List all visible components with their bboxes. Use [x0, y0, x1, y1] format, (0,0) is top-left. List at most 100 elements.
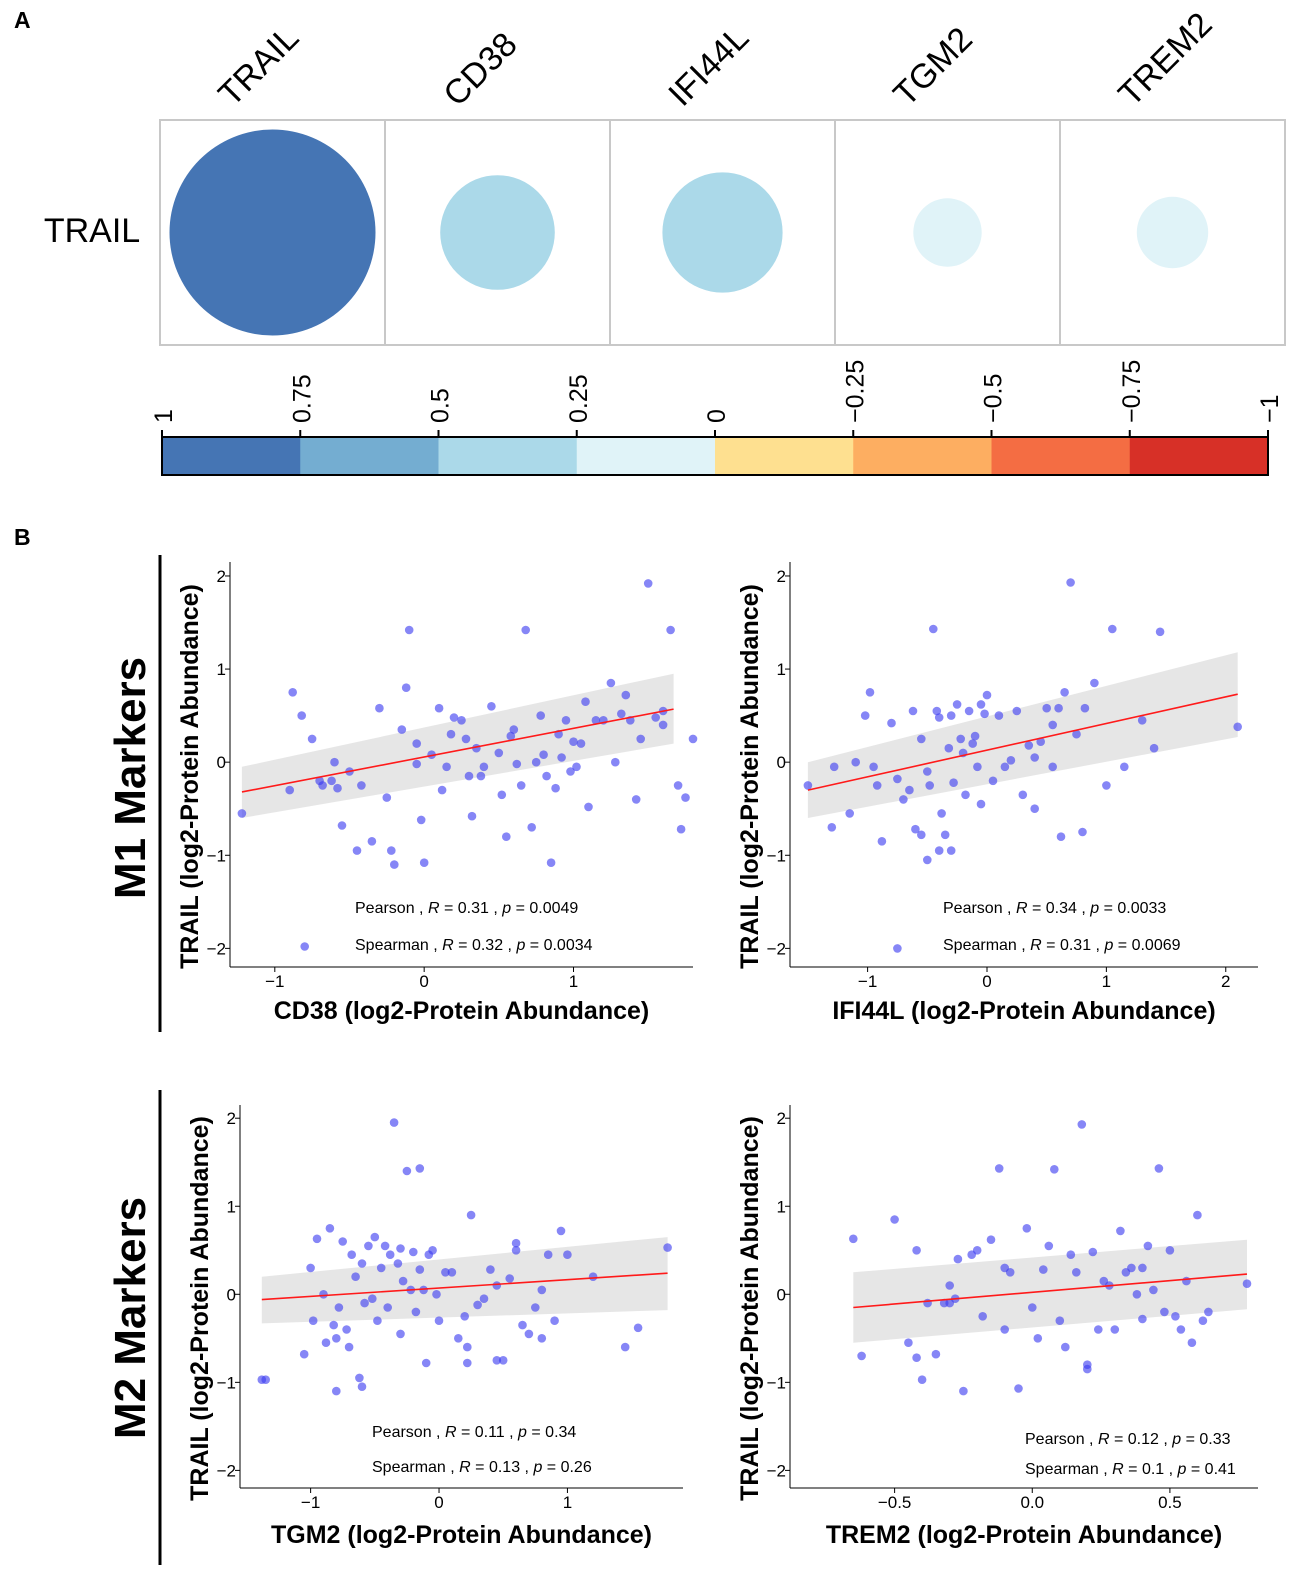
data-point	[1138, 1314, 1147, 1324]
color-legend: 1 0.75 0.5 0.25 0 −0.25 −0.5 −0.75 −1	[150, 360, 1284, 476]
data-point	[877, 837, 887, 846]
colorbar-segment	[991, 437, 1131, 475]
data-point	[315, 776, 324, 786]
x-tick-label: 1	[569, 972, 578, 991]
data-point	[498, 1356, 508, 1365]
data-point	[546, 858, 556, 867]
data-point	[1056, 832, 1066, 841]
data-point	[1060, 688, 1069, 697]
data-point	[1036, 737, 1045, 746]
data-point	[461, 734, 471, 744]
y-tick-label: 0	[777, 753, 786, 772]
data-point	[890, 1215, 899, 1224]
data-point	[1039, 1265, 1048, 1274]
data-point	[1000, 762, 1010, 772]
pearson-stats: Pearson , R = 0.11 , p = 0.34	[372, 1424, 576, 1441]
data-point	[486, 1265, 495, 1274]
data-point	[383, 1303, 393, 1312]
data-point	[332, 1386, 341, 1396]
correlation-dots	[169, 129, 1209, 336]
confidence-band	[261, 1237, 668, 1324]
correlation-row-label: TRAIL	[44, 212, 140, 250]
x-tick-label: 0	[434, 1493, 443, 1512]
data-point	[441, 1268, 450, 1277]
scatter-ifi44l: −2 −1 0 1 2 −1 0 1 2 Pearson , R = 0.34 , p = 0.0…	[736, 562, 1258, 1025]
data-point	[1116, 1226, 1125, 1236]
data-point	[467, 811, 477, 821]
data-point	[849, 1234, 858, 1244]
data-point	[360, 1298, 369, 1308]
data-point	[925, 781, 934, 790]
data-point	[869, 762, 878, 772]
data-point	[934, 846, 944, 855]
data-point	[606, 678, 616, 688]
colorbar-tick-label: 0.5	[427, 388, 455, 423]
data-point	[308, 1316, 318, 1325]
data-point	[1154, 1164, 1164, 1173]
data-point	[463, 1358, 472, 1368]
data-point	[409, 1247, 418, 1257]
scatter-trem2: −2 −1 0 1 2 −0.5 0.0 0.5 Pearson , R = 0.12 , p …	[736, 1105, 1258, 1549]
data-point	[621, 690, 631, 700]
data-point	[1193, 1210, 1202, 1220]
y-tick-label: 2	[227, 1109, 236, 1128]
spearman-stats: Spearman , R = 0.1 , p = 0.41	[1025, 1461, 1236, 1478]
data-point	[432, 1290, 441, 1299]
data-point	[1072, 729, 1081, 739]
data-point	[334, 1303, 344, 1312]
data-point	[307, 734, 317, 744]
data-point	[557, 753, 566, 762]
colorbar-segment	[1129, 437, 1269, 475]
data-point	[566, 767, 575, 776]
x-tick-label: 0.0	[1020, 1493, 1044, 1512]
pearson-stats: Pearson , R = 0.12 , p = 0.33	[1025, 1431, 1231, 1448]
data-point	[415, 1265, 425, 1274]
data-point	[1050, 1165, 1059, 1174]
data-point	[945, 1298, 954, 1308]
regression-line	[807, 693, 1238, 791]
y-tick-label: −2	[767, 939, 786, 958]
data-point	[357, 1259, 367, 1268]
x-axis-title: TREM2 (log2-Protein Abundance)	[826, 1521, 1222, 1549]
data-point	[531, 1303, 540, 1312]
data-point	[1018, 790, 1028, 800]
data-point	[261, 1375, 271, 1384]
data-point	[325, 1224, 335, 1233]
data-point	[338, 1237, 348, 1246]
data-point	[1061, 1342, 1070, 1352]
data-point	[333, 783, 342, 793]
data-point	[357, 1382, 367, 1391]
data-point	[803, 781, 813, 790]
y-axis-title: TRAIL (log2-Protein Abundance)	[736, 1116, 764, 1501]
data-point	[980, 709, 989, 719]
data-point	[899, 795, 908, 804]
data-point	[466, 1210, 476, 1220]
data-point	[633, 1323, 643, 1333]
data-point	[923, 855, 932, 865]
data-point	[1022, 1224, 1032, 1233]
data-point	[1083, 1360, 1092, 1369]
spearman-stats: Spearman , R = 0.32 , p = 0.0034	[355, 937, 593, 954]
panel-b-label: B	[14, 524, 31, 550]
data-point	[375, 703, 384, 713]
data-point	[912, 1353, 921, 1362]
data-point	[1072, 1268, 1081, 1277]
data-point	[411, 1307, 421, 1317]
x-tick-label: −0.5	[878, 1493, 912, 1512]
data-point	[982, 690, 992, 700]
data-point	[904, 1338, 913, 1347]
data-point	[576, 739, 586, 748]
data-point	[1066, 1250, 1076, 1259]
data-point	[651, 713, 660, 722]
correlation-column-labels: TRAIL CD38 IFI44L TGM2 TREM2	[211, 5, 1219, 113]
data-point	[986, 1235, 996, 1244]
data-point	[487, 702, 496, 711]
data-point	[332, 1334, 341, 1343]
correlation-dot-ifi44l	[662, 172, 783, 293]
x-tick-label: 0.5	[1158, 1493, 1182, 1512]
data-point	[1198, 1316, 1208, 1325]
data-point	[1000, 1325, 1009, 1334]
x-tick-label: −1	[301, 1493, 320, 1512]
data-point	[370, 1232, 380, 1242]
data-point	[934, 713, 944, 722]
